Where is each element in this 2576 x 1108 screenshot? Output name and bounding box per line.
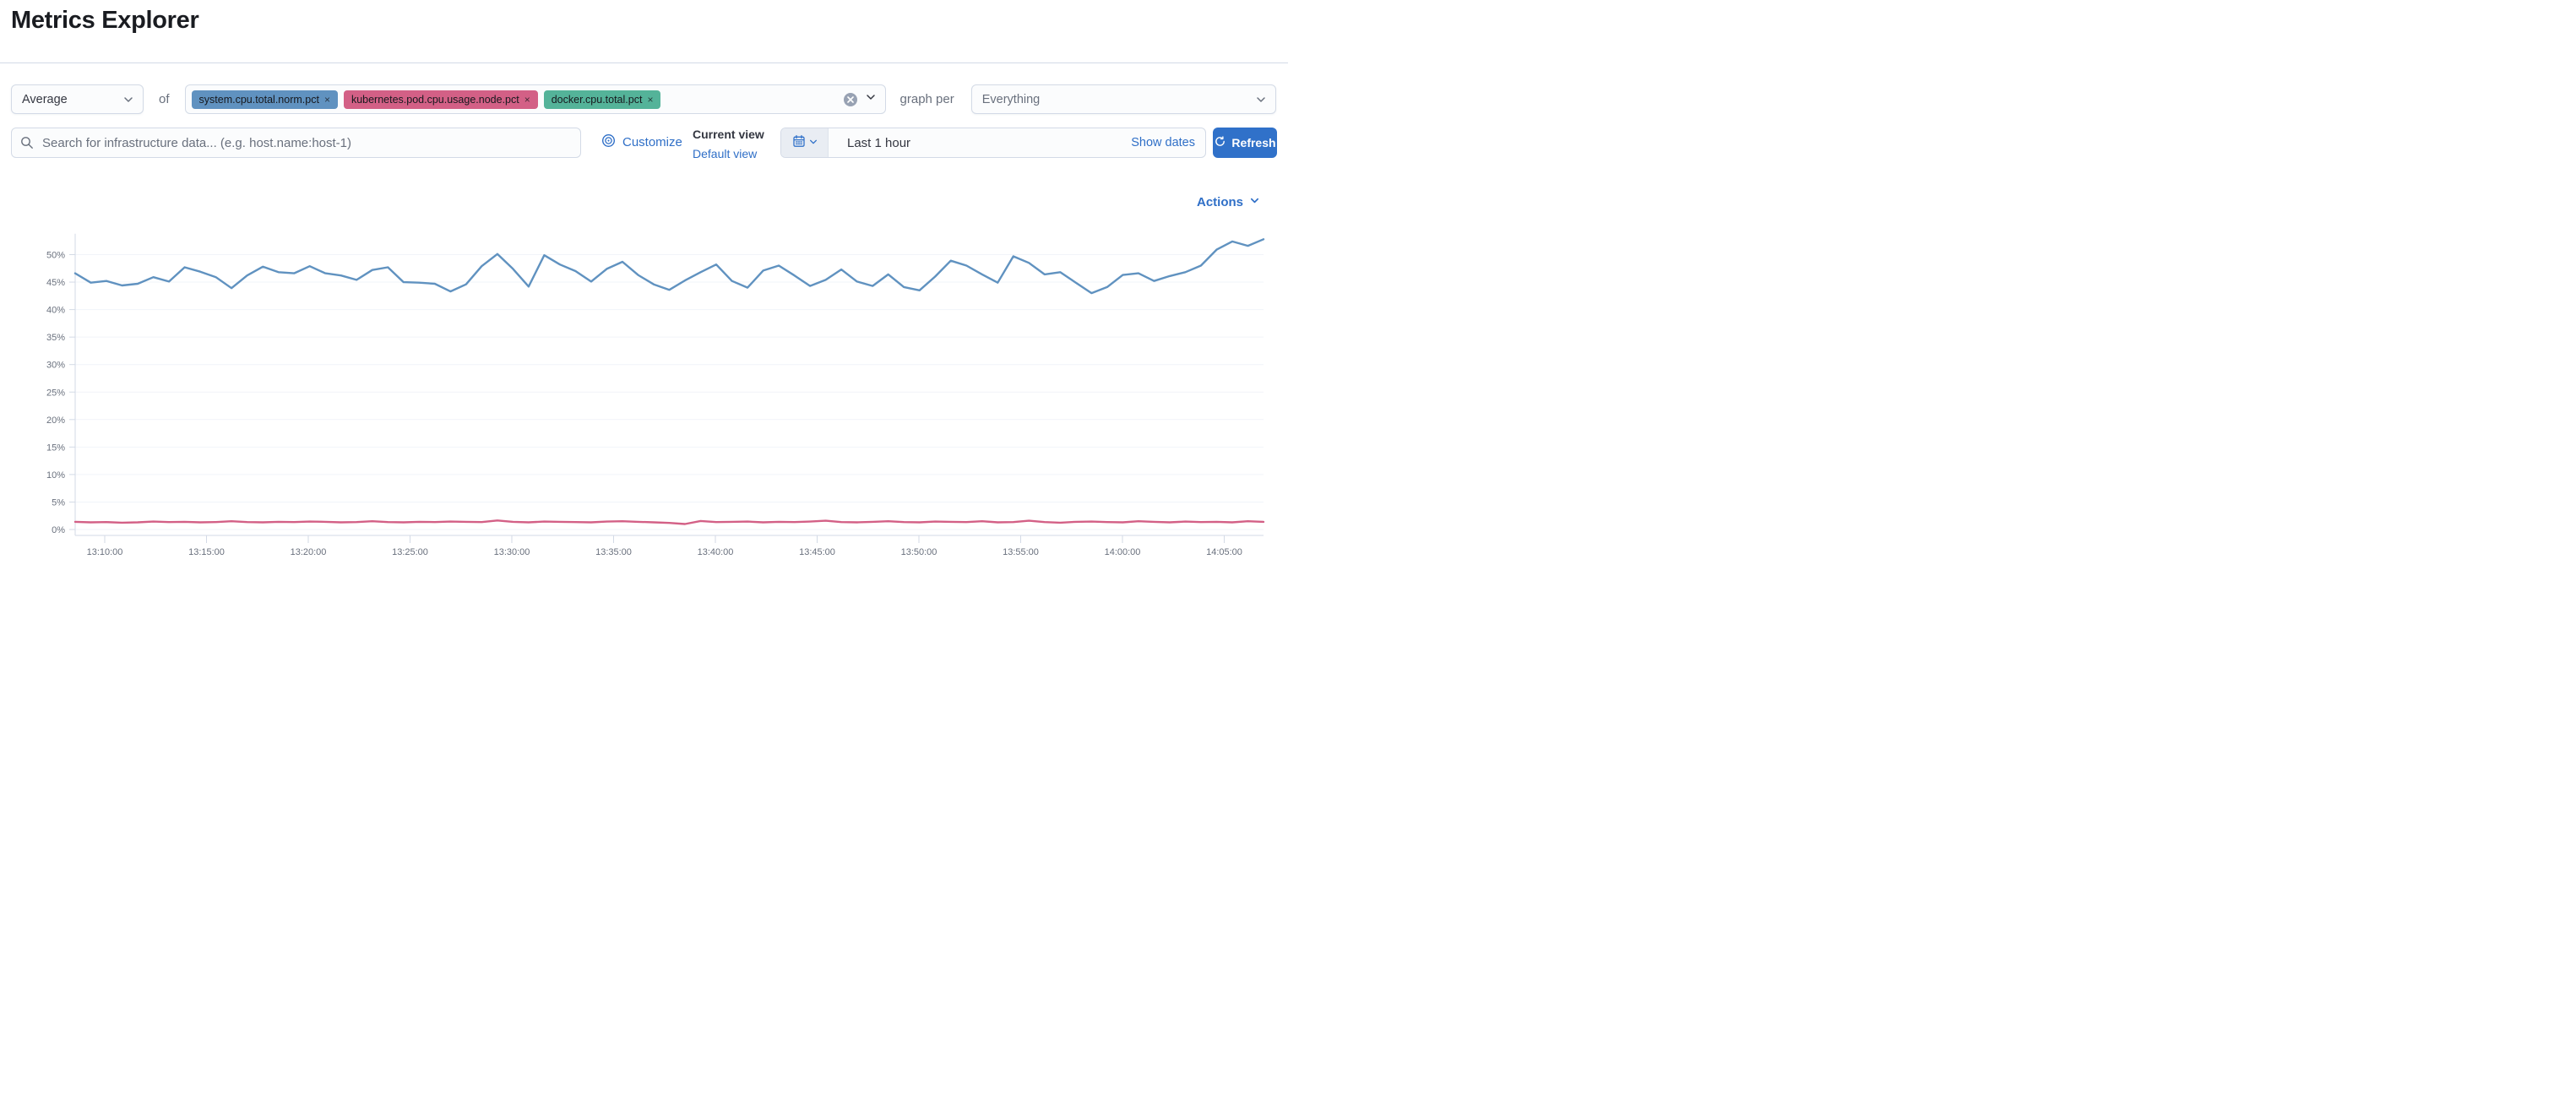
x-axis-tick-label: 14:05:00 xyxy=(1206,547,1242,556)
x-axis-tick-label: 14:00:00 xyxy=(1105,547,1141,556)
x-axis-tick-label: 13:55:00 xyxy=(1003,547,1039,556)
x-axis-tick-label: 13:35:00 xyxy=(595,547,632,556)
x-axis-tick-label: 13:20:00 xyxy=(291,547,327,556)
actions-menu-button[interactable]: Actions xyxy=(1197,195,1260,209)
y-axis-tick-label: 0% xyxy=(52,525,65,535)
x-axis-tick-label: 13:40:00 xyxy=(698,547,734,556)
chevron-down-icon xyxy=(809,135,818,150)
page-title: Metrics Explorer xyxy=(11,7,199,34)
x-axis-tick-label: 13:15:00 xyxy=(188,547,225,556)
search-bar xyxy=(11,128,581,158)
x-axis-tick-label: 13:45:00 xyxy=(799,547,835,556)
clear-all-metrics-button[interactable] xyxy=(843,92,857,106)
series-line xyxy=(73,519,1265,525)
y-axis-tick-label: 30% xyxy=(46,361,65,371)
refresh-button[interactable]: Refresh xyxy=(1213,128,1277,158)
x-axis-tick-label: 13:30:00 xyxy=(494,547,530,556)
remove-metric-icon[interactable]: × xyxy=(524,93,530,106)
metric-badge[interactable]: kubernetes.pod.cpu.usage.node.pct × xyxy=(343,90,538,109)
y-axis-tick-label: 20% xyxy=(46,416,65,426)
y-axis-tick-label: 35% xyxy=(46,333,65,343)
customize-icon xyxy=(601,133,616,151)
chevron-down-icon[interactable] xyxy=(865,91,877,107)
header-divider xyxy=(0,62,1288,63)
aggregation-value: Average xyxy=(22,92,68,106)
metric-badge-label: kubernetes.pod.cpu.usage.node.pct xyxy=(351,93,519,106)
x-axis-tick-label: 13:25:00 xyxy=(392,547,428,556)
series-line xyxy=(73,238,1265,295)
graph-per-label: graph per xyxy=(899,92,954,106)
x-axis-tick-label: 13:10:00 xyxy=(87,547,123,556)
refresh-label: Refresh xyxy=(1231,136,1276,149)
y-axis-tick-label: 10% xyxy=(46,470,65,481)
metric-badge[interactable]: system.cpu.total.norm.pct × xyxy=(191,90,338,109)
default-view-link[interactable]: Default view xyxy=(693,147,758,160)
group-by-select[interactable]: Everything xyxy=(970,84,1276,114)
y-axis-tick-label: 40% xyxy=(46,306,65,316)
search-icon xyxy=(20,136,34,154)
metric-badge-label: docker.cpu.total.pct xyxy=(551,93,643,106)
close-icon xyxy=(846,95,854,103)
quick-select-button[interactable] xyxy=(781,128,829,157)
metric-badge-list: system.cpu.total.norm.pct × kubernetes.pod… xyxy=(191,90,844,109)
date-picker: Last 1 hour Show dates xyxy=(780,128,1206,158)
y-axis-tick-label: 25% xyxy=(46,388,65,398)
show-dates-button[interactable]: Show dates xyxy=(1131,136,1195,149)
refresh-icon xyxy=(1214,135,1226,150)
metrics-explorer-page: Metrics Explorer Average of system.cpu.t… xyxy=(0,0,1288,556)
y-axis-tick-label: 15% xyxy=(46,443,65,453)
chevron-down-icon xyxy=(1255,94,1267,106)
remove-metric-icon[interactable]: × xyxy=(323,93,330,106)
x-axis-tick-label: 13:50:00 xyxy=(901,547,937,556)
y-axis-tick-label: 50% xyxy=(46,251,65,261)
group-by-value: Everything xyxy=(981,92,1041,106)
line-chart-canvas[interactable]: 0% 5% 10% 15% 20% 25% 30% 35% 40% 45% 50% 13:10:00 1… xyxy=(0,218,1288,556)
aggregation-select[interactable]: Average xyxy=(11,84,144,114)
customize-label: Customize xyxy=(622,135,682,149)
metrics-combo-box[interactable]: system.cpu.total.norm.pct × kubernetes.pod… xyxy=(184,84,886,114)
metric-badge[interactable]: docker.cpu.total.pct × xyxy=(543,90,661,109)
chevron-down-icon xyxy=(1249,195,1260,209)
of-label: of xyxy=(159,92,170,106)
customize-button[interactable]: Customize xyxy=(601,133,682,151)
metric-badge-label: system.cpu.total.norm.pct xyxy=(198,93,319,106)
calendar-icon xyxy=(792,134,806,152)
time-range-value[interactable]: Last 1 hour xyxy=(847,135,911,150)
y-axis-tick-label: 45% xyxy=(46,278,65,288)
chevron-down-icon xyxy=(122,94,134,106)
metrics-chart: 0% 5% 10% 15% 20% 25% 30% 35% 40% 45% 50% 13:10:00 1… xyxy=(0,218,1288,556)
search-input[interactable] xyxy=(11,128,581,158)
view-switcher: Current view Default view xyxy=(693,128,764,160)
current-view-label: Current view xyxy=(693,128,764,141)
metric-controls-row: Average of system.cpu.total.norm.pct × kub… xyxy=(11,84,1276,114)
y-axis-tick-label: 5% xyxy=(52,497,65,508)
remove-metric-icon[interactable]: × xyxy=(647,93,654,106)
actions-label: Actions xyxy=(1196,195,1243,209)
